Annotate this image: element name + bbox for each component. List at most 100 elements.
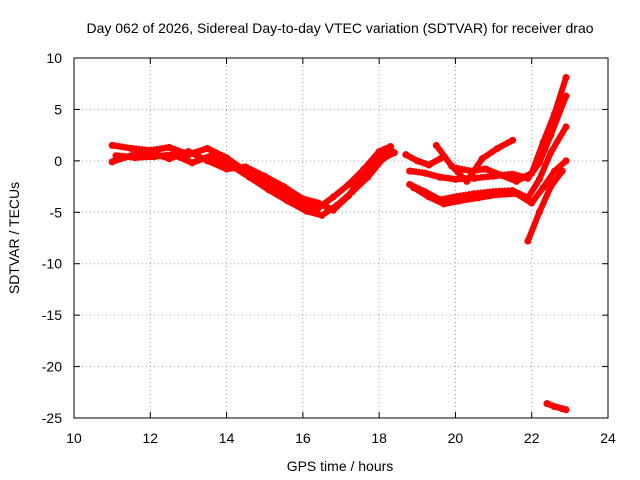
y-tick-label: 10 — [46, 50, 62, 66]
data-point — [539, 138, 547, 146]
y-axis-ticks: -25 -20 -15 -10 -5 0 5 10 — [42, 50, 608, 426]
x-tick-label: 20 — [448, 430, 464, 446]
data-point — [207, 152, 215, 160]
data-point — [204, 145, 211, 153]
data-point — [512, 177, 520, 185]
data-point — [303, 207, 311, 215]
data-point — [245, 173, 253, 181]
y-tick-label: -20 — [42, 359, 62, 375]
data-point — [406, 167, 414, 175]
y-tick-label: 0 — [54, 153, 62, 169]
data-point — [127, 152, 135, 160]
y-tick-label: 5 — [54, 101, 62, 117]
y-tick-label: -25 — [42, 410, 62, 426]
data-point — [223, 165, 231, 173]
data-point — [402, 151, 410, 159]
data-point — [436, 173, 444, 181]
data-point — [242, 163, 250, 171]
x-tick-label: 14 — [219, 430, 235, 446]
data-point — [451, 175, 459, 183]
data-point — [562, 406, 570, 414]
data-point — [204, 157, 211, 165]
series-trace-10-edge — [527, 167, 563, 239]
x-axis-ticks: 10 12 14 16 18 20 22 24 — [66, 58, 616, 446]
data-point — [512, 190, 520, 198]
data-point — [421, 169, 429, 177]
data-point — [474, 194, 482, 202]
data-point — [562, 123, 570, 131]
data-point — [345, 181, 353, 189]
data-point — [127, 145, 135, 153]
data-point — [535, 208, 543, 216]
data-point — [318, 211, 326, 219]
x-tick-label: 16 — [295, 430, 311, 446]
x-axis-label: GPS time / hours — [287, 458, 394, 474]
y-axis-label: SDTVAR / TECUs — [6, 182, 22, 294]
data-point — [165, 143, 173, 151]
data-point — [562, 92, 570, 100]
y-tick-label: -15 — [42, 307, 62, 323]
data-point — [108, 158, 116, 166]
data-point — [329, 206, 337, 214]
y-tick-label: -5 — [50, 204, 63, 220]
data-point — [551, 110, 559, 118]
data-point — [436, 155, 444, 163]
data-point — [524, 237, 532, 245]
data-point — [463, 177, 471, 185]
data-point — [280, 183, 288, 191]
data-point — [299, 195, 307, 203]
data-point — [448, 162, 456, 170]
x-tick-label: 12 — [142, 430, 158, 446]
data-point — [547, 183, 555, 191]
data-point — [146, 149, 154, 157]
data-point — [165, 155, 173, 163]
x-tick-label: 22 — [524, 430, 540, 446]
data-point — [551, 403, 559, 411]
series-trace-9 — [402, 151, 444, 168]
data-point — [478, 155, 486, 163]
data-point — [261, 172, 269, 180]
data-point — [562, 74, 570, 82]
data-point — [509, 136, 517, 144]
x-tick-label: 10 — [66, 430, 82, 446]
data-point — [547, 149, 555, 157]
data-point — [497, 171, 505, 179]
data-point — [528, 169, 536, 177]
data-point — [413, 157, 421, 165]
x-tick-label: 18 — [371, 430, 387, 446]
data-point — [558, 167, 566, 175]
data-point — [375, 152, 383, 160]
data-point — [425, 193, 433, 201]
series-trace-8-edge — [435, 136, 514, 179]
data-point — [543, 400, 551, 408]
data-point — [432, 141, 440, 149]
y-tick-label: -10 — [42, 256, 62, 272]
series-trace-9-edge — [405, 151, 441, 163]
data-point — [284, 197, 292, 205]
x-tick-label: 24 — [600, 430, 616, 446]
data-point — [493, 145, 501, 153]
series-trace-7 — [452, 74, 569, 185]
data-point — [440, 200, 448, 208]
plot-frame — [73, 57, 609, 419]
data-point — [188, 159, 196, 167]
data-point — [455, 197, 463, 205]
data-point — [539, 184, 547, 192]
data-point — [329, 193, 337, 201]
data-point — [314, 199, 322, 207]
data-point — [108, 141, 116, 149]
data-point — [562, 157, 570, 165]
data-point — [535, 175, 543, 183]
data-point — [360, 169, 368, 177]
data-point — [265, 186, 273, 194]
data-point — [551, 167, 559, 175]
data-point — [493, 191, 501, 199]
data-point — [387, 146, 395, 154]
data-point — [425, 161, 433, 169]
data-point — [528, 199, 536, 207]
series-trace-10 — [524, 168, 566, 245]
data-series — [108, 73, 570, 414]
data-point — [409, 184, 417, 192]
data-point — [345, 192, 353, 200]
